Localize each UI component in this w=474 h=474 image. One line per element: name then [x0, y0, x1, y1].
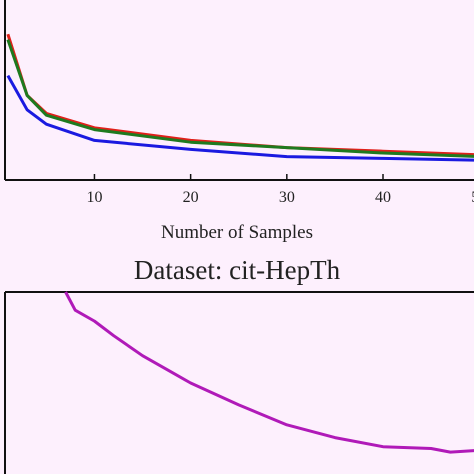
series-line [6, 39, 474, 158]
series-line [6, 74, 474, 162]
x-tick-label: 10 [86, 189, 102, 206]
series-line [64, 291, 474, 454]
x-tick-label: 20 [183, 189, 199, 206]
x-axis-label: Number of Samples [161, 222, 313, 243]
x-tick-label: 50 [471, 189, 474, 206]
frames [4, 0, 474, 474]
x-tick-label: 40 [375, 189, 391, 206]
chart-title: Dataset: cit-HepTh [134, 255, 341, 285]
x-tick-label: 30 [279, 189, 295, 206]
